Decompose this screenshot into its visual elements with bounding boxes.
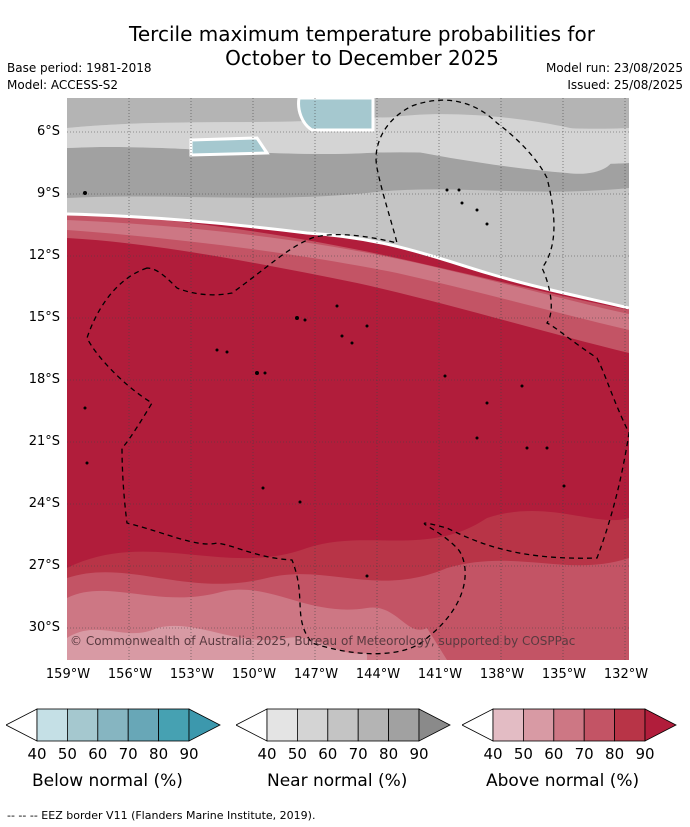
colorbar-below-cells — [36, 708, 190, 742]
lon-label: 132°W — [603, 667, 649, 682]
map-title: Tercile maximum temperature probabilitie… — [0, 22, 690, 70]
above-band-north-1 — [67, 213, 629, 353]
islands — [83, 188, 566, 578]
colorbar-below-cell — [97, 708, 129, 742]
issued-label: Issued: 25/08/2025 — [567, 78, 683, 92]
colorbar-near-cell — [357, 708, 389, 742]
colorbar-below-tick: 40 — [27, 745, 47, 763]
meta-left: Base period: 1981-2018 Model: ACCESS-S2 — [7, 60, 152, 94]
eez-legend: -- -- -- EEZ border V11 (Flanders Marine… — [7, 809, 316, 822]
lon-label: 135°W — [541, 667, 587, 682]
map-canvas — [67, 98, 629, 660]
lon-label: 144°W — [355, 667, 401, 682]
grid-lines — [67, 98, 629, 660]
colorbar-above-tick: 80 — [605, 745, 625, 763]
colorbar-above-tick: 50 — [513, 745, 533, 763]
colorbar-near-tick: 70 — [348, 745, 368, 763]
lat-label: 6°S — [36, 124, 60, 139]
copyright-text: © Commonwealth of Australia 2025, Bureau… — [70, 634, 576, 648]
colorbar-above-max-arrow — [644, 708, 677, 742]
lon-label: 156°W — [107, 667, 153, 682]
colorbar-below-tick: 50 — [57, 745, 77, 763]
colorbar-above-tick: 70 — [574, 745, 594, 763]
below-normal-patch-1 — [297, 98, 375, 132]
colorbar-below-min-arrow — [6, 708, 38, 742]
above-band-north-2 — [67, 220, 629, 330]
lat-label: 27°S — [28, 558, 60, 573]
colorbar-below-tick: 60 — [88, 745, 108, 763]
colorbar-near-cell — [266, 708, 298, 742]
base-period-label: Base period: 1981-2018 — [7, 61, 152, 75]
colorbar-below-cell — [158, 708, 190, 742]
colorbar-above-title: Above normal (%) — [486, 771, 640, 791]
above-band-lower-4 — [67, 625, 367, 660]
colorbar-below-max-arrow — [188, 708, 221, 742]
lon-label: 150°W — [231, 667, 277, 682]
tercile-boundary — [67, 212, 629, 310]
colorbar-above-cell — [522, 708, 555, 742]
colorbar-above-cell — [553, 708, 585, 742]
meta-right: Model run: 23/08/2025 Issued: 25/08/2025 — [546, 60, 683, 94]
colorbar-near-cell — [388, 708, 420, 742]
lon-label: 147°W — [293, 667, 339, 682]
colorbar-above-cell — [492, 708, 524, 742]
title-line-1: Tercile maximum temperature probabilitie… — [129, 22, 595, 46]
colorbar-above-min-arrow — [462, 708, 494, 742]
colorbar-below-cell — [127, 708, 159, 742]
colorbar-above — [462, 708, 677, 742]
colorbar-near-min-arrow — [236, 708, 268, 742]
colorbar-near-tick: 90 — [409, 745, 429, 763]
below-normal-patch-2 — [189, 136, 270, 157]
colorbar-near — [236, 708, 451, 742]
lat-label: 9°S — [36, 186, 60, 201]
colorbar-near-cell — [296, 708, 329, 742]
colorbar-above-cell — [583, 708, 615, 742]
lat-label: 21°S — [28, 434, 60, 449]
eez-border-cook-islands — [86, 99, 629, 655]
colorbar-above-tick: 60 — [544, 745, 564, 763]
colorbar-above-cell — [614, 708, 646, 742]
lon-label: 138°W — [479, 667, 525, 682]
colorbar-near-tick: 50 — [287, 745, 307, 763]
colorbar-below-tick: 80 — [149, 745, 169, 763]
title-line-2: October to December 2025 — [225, 46, 499, 70]
colorbar-above-tick: 90 — [635, 745, 655, 763]
colorbar-above-cells — [492, 708, 646, 742]
colorbar-below-tick: 70 — [118, 745, 138, 763]
lat-label: 18°S — [28, 372, 60, 387]
colorbar-below-title: Below normal (%) — [32, 771, 183, 791]
model-label: Model: ACCESS-S2 — [7, 78, 119, 92]
colorbar-below-cell — [36, 708, 68, 742]
colorbar-near-cells — [266, 708, 420, 742]
lat-label: 12°S — [28, 248, 60, 263]
colorbar-near-max-arrow — [418, 708, 451, 742]
lat-label: 24°S — [28, 496, 60, 511]
colorbar-below-cell — [66, 708, 99, 742]
lon-label: 153°W — [169, 667, 215, 682]
colorbar-above-tick: 40 — [483, 745, 503, 763]
model-run-label: Model run: 23/08/2025 — [545, 61, 683, 75]
lat-label: 15°S — [28, 310, 60, 325]
colorbar-below-tick: 90 — [179, 745, 199, 763]
lat-label: 30°S — [28, 620, 60, 635]
colorbar-near-tick: 60 — [318, 745, 338, 763]
lon-label: 159°W — [45, 667, 91, 682]
colorbar-near-cell — [327, 708, 359, 742]
colorbar-near-title: Near normal (%) — [267, 771, 408, 791]
lon-label: 141°W — [417, 667, 463, 682]
probability-map — [67, 98, 629, 660]
colorbar-near-tick: 80 — [379, 745, 399, 763]
colorbar-below — [6, 708, 221, 742]
colorbar-near-tick: 40 — [257, 745, 277, 763]
